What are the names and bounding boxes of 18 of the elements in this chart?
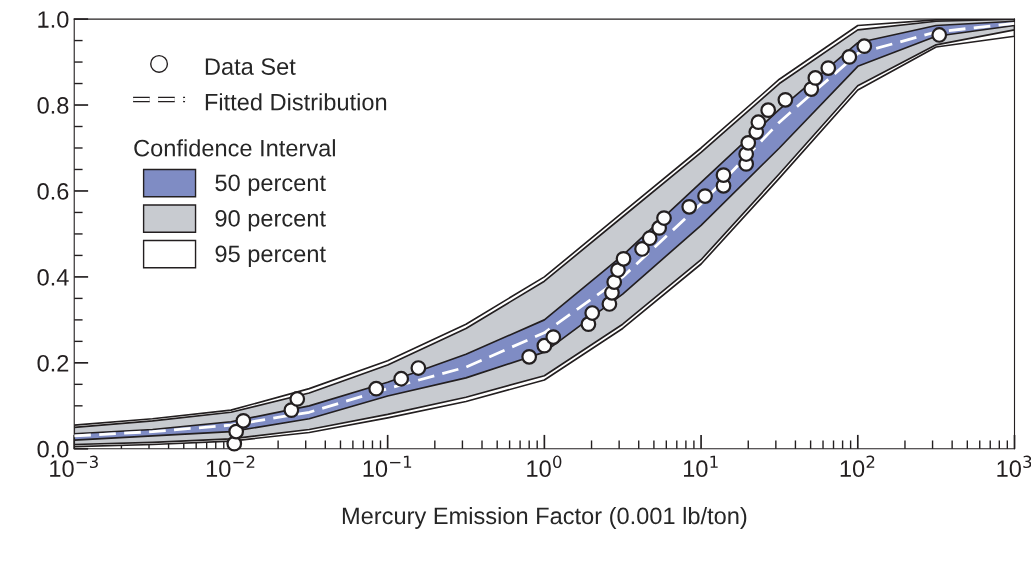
legend-label: Fitted Distribution <box>205 93 387 111</box>
y-tick-label: 1.0 <box>38 11 69 28</box>
legend-label: 90 percent <box>215 209 326 232</box>
x-tick-label: 10$^{1}$ <box>683 455 718 478</box>
y-tick-label: 0.4 <box>37 268 69 286</box>
legend-title: Confidence Interval <box>134 139 335 157</box>
y-tick-label: 0.6 <box>37 183 69 200</box>
x-tick-label: 10$^{−2}$ <box>206 455 255 478</box>
x-axis-title: Mercury Emission Factor (0.001 lb/ton) <box>342 506 747 529</box>
x-tick-label: 10$^{3}$ <box>997 455 1031 478</box>
legend-label: 50 percent <box>215 174 326 196</box>
y-tick-label: 0.2 <box>37 354 69 372</box>
x-tick-label: 10$^{0}$ <box>527 455 562 478</box>
legend-label: 95 percent <box>215 245 326 267</box>
y-tick-label: 0.8 <box>37 97 69 114</box>
x-tick-label: 10$^{−1}$ <box>363 455 412 478</box>
legend-label: Data Set <box>205 58 296 75</box>
x-tick-label: 10$^{2}$ <box>840 455 875 478</box>
